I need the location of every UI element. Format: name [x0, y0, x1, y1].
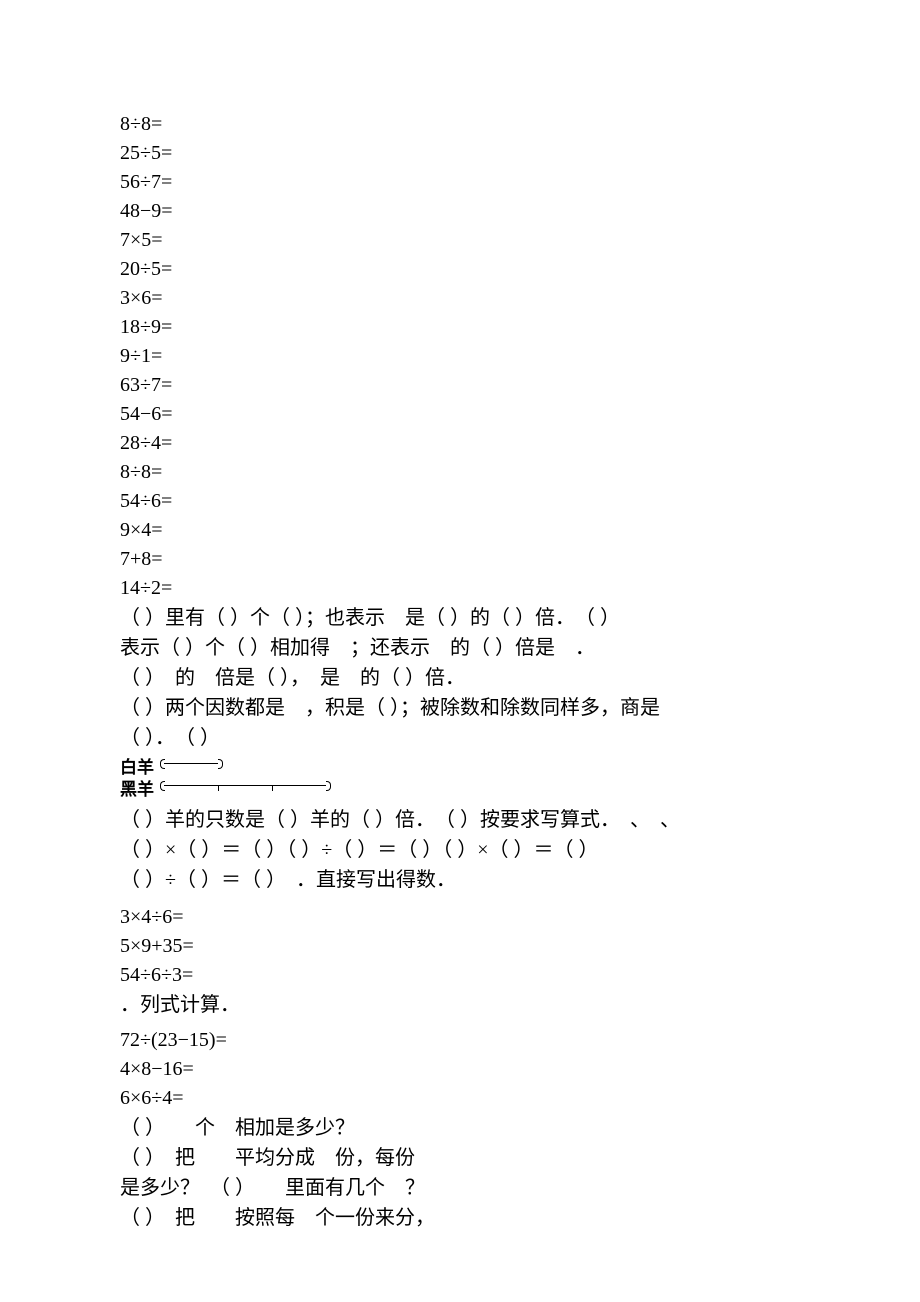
- equation-5: 20÷5=: [120, 255, 800, 284]
- sheep-diagram: 白羊 黑羊: [120, 757, 800, 801]
- p2-line-2: （ ）÷（ ）＝（ ） ．直接写出得数．: [120, 865, 800, 895]
- white-sheep-brace: [164, 761, 218, 775]
- p1-line-1: 表示（ ）个（ ）相加得 ；还表示 的（ ）倍是 ．: [120, 633, 800, 663]
- p1-line-0: （ ）里有（ ）个（ ）；也表示 是（ ）的（ ）倍． （ ）: [120, 603, 800, 633]
- equation-1: 25÷5=: [120, 139, 800, 168]
- fill-paragraph-3: （ ） 个 相加是多少？（ ） 把 平均分成 份，每份是多少？ （ ） 里面有几…: [120, 1113, 800, 1233]
- p3-line-1: （ ） 把 平均分成 份，每份: [120, 1143, 800, 1173]
- p2-line-0: （ ）羊的只数是（ ）羊的（ ）倍． （ ）按要求写算式． 、 、: [120, 805, 800, 835]
- white-sheep-row: 白羊: [120, 757, 800, 779]
- fill-paragraph-2: （ ）羊的只数是（ ）羊的（ ）倍． （ ）按要求写算式． 、 、（ ）×（ ）…: [120, 805, 800, 895]
- p3-line-0: （ ） 个 相加是多少？: [120, 1113, 800, 1143]
- equation-9: 63÷7=: [120, 371, 800, 400]
- equation-0: 8÷8=: [120, 110, 800, 139]
- equation-2: 56÷7=: [120, 168, 800, 197]
- equation-7: 18÷9=: [120, 313, 800, 342]
- p1-line-2: （ ） 的 倍是（ ）， 是 的（ ）倍．: [120, 663, 800, 693]
- p3-line-2: 是多少？ （ ） 里面有几个 ？: [120, 1173, 800, 1203]
- equation-list-2: 3×4÷6=5×9+35=54÷6÷3=: [120, 903, 800, 990]
- equation-13: 54÷6=: [120, 487, 800, 516]
- equation-15: 7+8=: [120, 545, 800, 574]
- equation-list-1: 8÷8=25÷5=56÷7=48−9=7×5=20÷5=3×6=18÷9=9÷1…: [120, 110, 800, 603]
- equation-0: 72÷(23−15)=: [120, 1026, 800, 1055]
- worksheet-page: 8÷8=25÷5=56÷7=48−9=7×5=20÷5=3×6=18÷9=9÷1…: [0, 0, 920, 1293]
- black-sheep-row: 黑羊: [120, 779, 800, 801]
- mid-instruction: ．列式计算．: [120, 990, 800, 1020]
- equation-16: 14÷2=: [120, 574, 800, 603]
- equation-list-3: 72÷(23−15)=4×8−16=6×6÷4=: [120, 1026, 800, 1113]
- equation-1: 5×9+35=: [120, 932, 800, 961]
- equation-6: 3×6=: [120, 284, 800, 313]
- equation-3: 48−9=: [120, 197, 800, 226]
- equation-2: 54÷6÷3=: [120, 961, 800, 990]
- equation-2: 6×6÷4=: [120, 1084, 800, 1113]
- fill-paragraph-1: （ ）里有（ ）个（ ）；也表示 是（ ）的（ ）倍． （ ）表示（ ）个（ ）…: [120, 603, 800, 753]
- equation-4: 7×5=: [120, 226, 800, 255]
- equation-11: 28÷4=: [120, 429, 800, 458]
- equation-1: 4×8−16=: [120, 1055, 800, 1084]
- equation-8: 9÷1=: [120, 342, 800, 371]
- p1-line-3: （ ）两个因数都是 ，积是（ ）；被除数和除数同样多，商是: [120, 693, 800, 723]
- p2-line-1: （ ）×（ ）＝（ ）（ ）÷（ ）＝（ ）（ ）×（ ）＝（ ）: [120, 835, 800, 865]
- equation-10: 54−6=: [120, 400, 800, 429]
- equation-14: 9×4=: [120, 516, 800, 545]
- p1-line-4: （ ）． （ ）: [120, 723, 800, 753]
- black-sheep-label: 黑羊: [120, 777, 154, 803]
- p3-line-3: （ ） 把 按照每 个一份来分，: [120, 1203, 800, 1233]
- black-sheep-brace: [164, 783, 326, 797]
- equation-0: 3×4÷6=: [120, 903, 800, 932]
- equation-12: 8÷8=: [120, 458, 800, 487]
